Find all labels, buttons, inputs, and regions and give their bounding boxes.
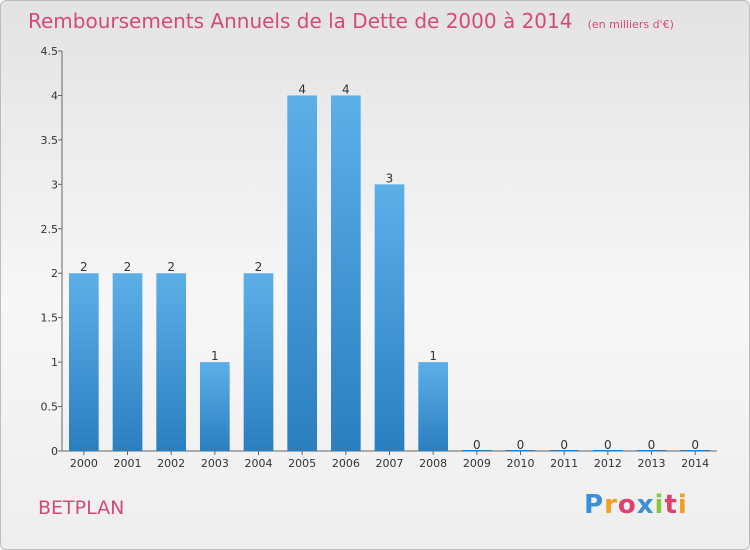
x-tick-label: 2005 — [288, 457, 316, 470]
y-tick-label: 4.5 — [41, 45, 59, 58]
data-label: 0 — [604, 438, 612, 452]
logo-letter: P — [584, 490, 605, 520]
data-label: 2 — [124, 260, 132, 274]
y-tick-label: 3 — [51, 178, 58, 191]
proxiti-logo: Proxiti — [584, 490, 688, 520]
logo-letter: i — [654, 490, 665, 520]
data-label: 0 — [517, 438, 525, 452]
data-label: 1 — [211, 349, 219, 363]
data-label: 0 — [648, 438, 656, 452]
data-label: 2 — [80, 260, 88, 274]
data-label: 1 — [429, 349, 437, 363]
y-tick-label: 0.5 — [41, 401, 59, 414]
x-tick-label: 2006 — [332, 457, 360, 470]
logo-letter: t — [664, 490, 678, 520]
x-tick-label: 2012 — [594, 457, 622, 470]
x-tick-label: 2013 — [638, 457, 666, 470]
bar — [418, 362, 449, 451]
x-tick-label: 2010 — [507, 457, 535, 470]
chart-title: Remboursements Annuels de la Dette de 20… — [28, 9, 674, 33]
bar — [330, 95, 361, 451]
y-tick-label: 1.5 — [41, 312, 59, 325]
x-tick-label: 2001 — [114, 457, 142, 470]
data-label: 4 — [298, 82, 306, 96]
y-tick-label: 0 — [51, 445, 58, 458]
logo-letter: x — [636, 490, 655, 520]
bar — [243, 273, 274, 451]
y-tick-label: 2.5 — [41, 223, 59, 236]
bar — [199, 362, 230, 451]
x-tick-label: 2008 — [419, 457, 447, 470]
x-tick-label: 2011 — [550, 457, 578, 470]
commune-name: BETPLAN — [38, 497, 125, 519]
y-tick-label: 3.5 — [41, 134, 59, 147]
data-label: 0 — [473, 438, 481, 452]
chart-title-main: Remboursements Annuels de la Dette de 20… — [28, 9, 573, 33]
x-tick-label: 2007 — [376, 457, 404, 470]
y-tick-label: 4 — [51, 89, 58, 102]
logo-letter: r — [604, 490, 618, 520]
bar — [112, 273, 143, 451]
x-tick-label: 2004 — [245, 457, 273, 470]
x-tick-label: 2003 — [201, 457, 229, 470]
bar — [68, 273, 99, 451]
bar — [156, 273, 187, 451]
bar — [287, 95, 318, 451]
x-tick-label: 2014 — [681, 457, 709, 470]
x-tick-label: 2000 — [70, 457, 98, 470]
data-label: 2 — [167, 260, 175, 274]
logo-letter: i — [677, 490, 688, 520]
data-label: 2 — [255, 260, 263, 274]
data-label: 0 — [560, 438, 568, 452]
y-tick-label: 2 — [51, 267, 58, 280]
x-tick-label: 2009 — [463, 457, 491, 470]
data-label: 0 — [691, 438, 699, 452]
data-label: 3 — [386, 171, 394, 185]
y-tick-label: 1 — [51, 356, 58, 369]
chart-unit-label: (en milliers d'€) — [587, 18, 674, 31]
data-label: 4 — [342, 82, 350, 96]
x-tick-label: 2002 — [157, 457, 185, 470]
logo-letter: o — [617, 490, 637, 520]
bar — [374, 184, 405, 452]
